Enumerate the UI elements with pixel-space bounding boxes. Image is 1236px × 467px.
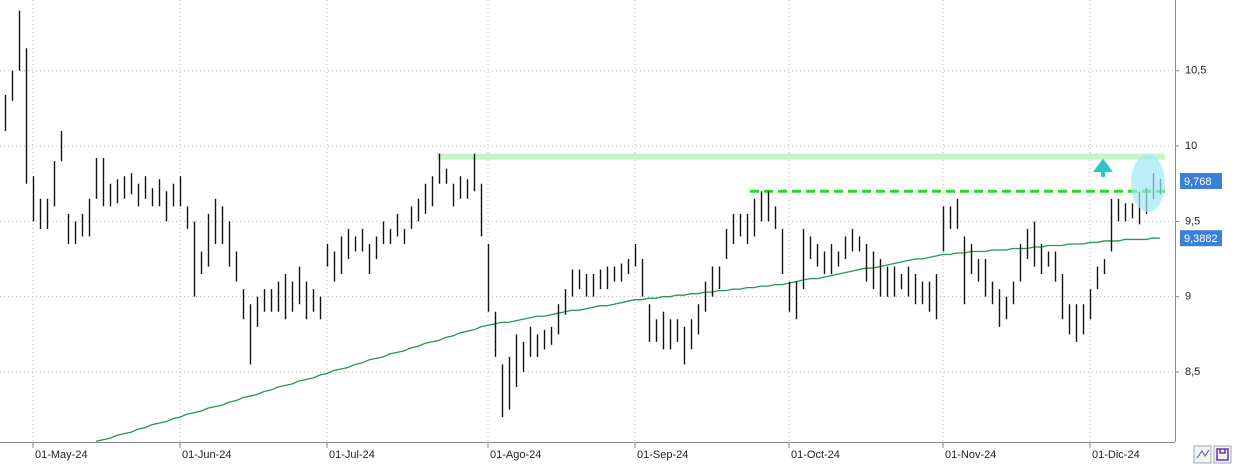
- up-arrow: [1093, 158, 1113, 177]
- x-tick-label: 01-Sep-24: [637, 449, 688, 461]
- y-tick-label: 10: [1185, 140, 1197, 152]
- x-tick-label: 01-Dic-24: [1092, 449, 1140, 461]
- y-tick-label: 9,5: [1185, 215, 1200, 227]
- x-tick-label: 01-Ago-24: [490, 449, 541, 461]
- save-button[interactable]: [1213, 445, 1232, 464]
- last-price-label: 9,768: [1184, 176, 1212, 188]
- y-tick-label: 8,5: [1185, 366, 1200, 378]
- ma-value-label: 9,3882: [1184, 233, 1218, 245]
- y-tick-label: 10,5: [1185, 65, 1206, 77]
- y-tick-label: 9: [1185, 291, 1191, 303]
- save-icon: [1216, 448, 1229, 461]
- toolbar: [1193, 445, 1232, 464]
- x-tick-label: 01-May-24: [35, 449, 88, 461]
- x-tick-label: 01-Jun-24: [182, 449, 232, 461]
- toggle-button[interactable]: [1193, 445, 1212, 464]
- last-price-box: [1180, 173, 1222, 190]
- ma-value-box: [1180, 230, 1222, 247]
- x-tick-label: 01-Jul-24: [329, 449, 375, 461]
- moving-average: [95, 237, 1161, 442]
- x-tick-label: 01-Nov-24: [945, 449, 996, 461]
- x-tick-label: 01-Oct-24: [791, 449, 840, 461]
- plot: [4, 10, 1165, 442]
- highlight-ellipse: [1131, 154, 1165, 212]
- toggle-icon: [1196, 449, 1210, 459]
